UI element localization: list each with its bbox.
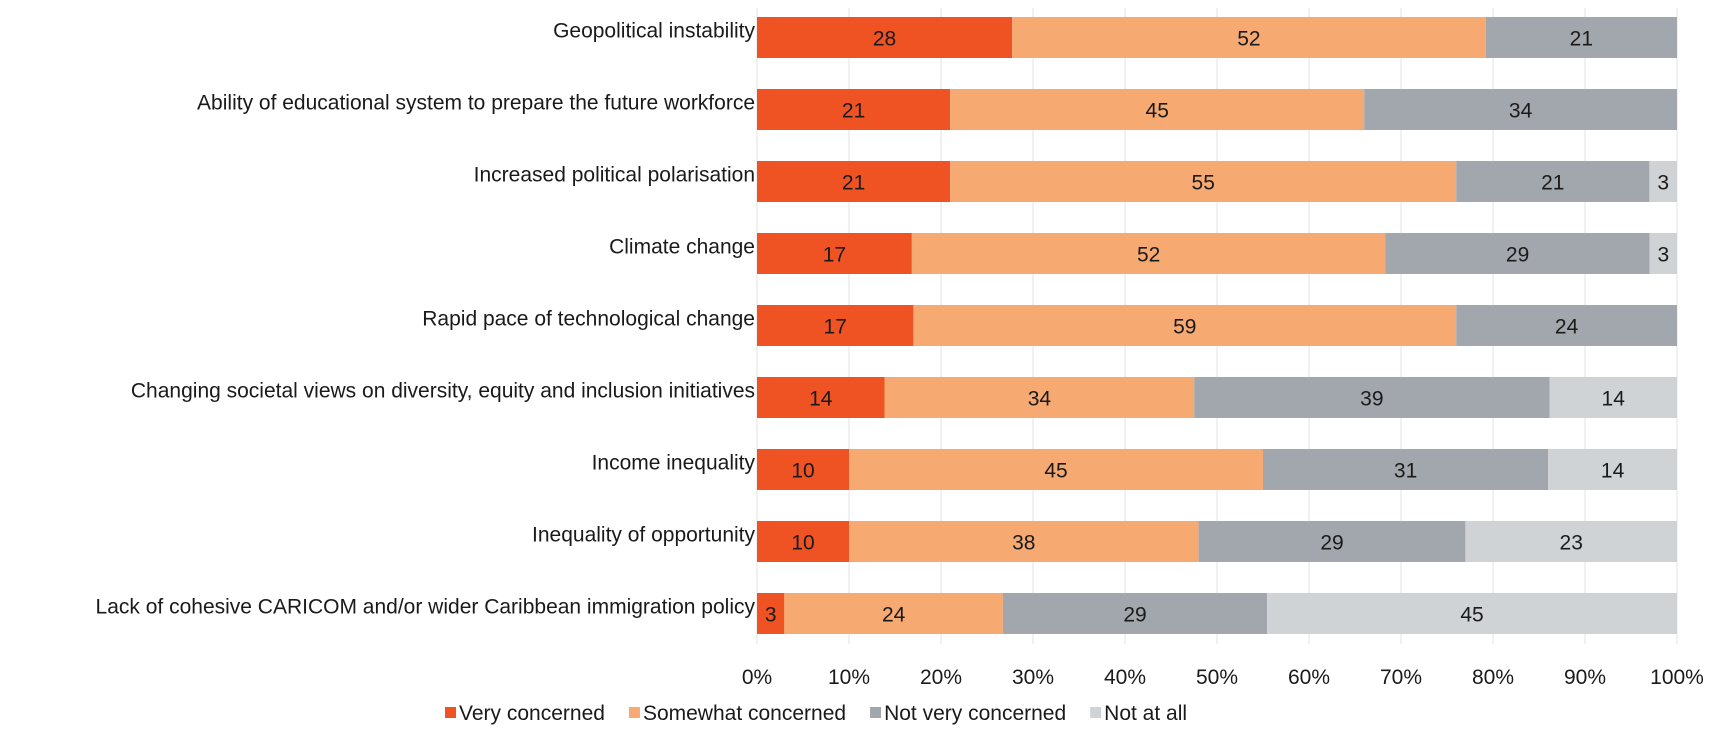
data-label: 23 xyxy=(1560,532,1583,555)
data-label: 45 xyxy=(1146,100,1169,123)
data-label: 45 xyxy=(1044,460,1067,483)
bar-segment xyxy=(1267,593,1677,634)
data-label: 14 xyxy=(809,388,833,411)
data-label: 39 xyxy=(1360,388,1383,411)
x-tick-label: 40% xyxy=(1104,666,1146,689)
category-label: Climate change xyxy=(609,236,755,259)
bar-segment xyxy=(757,521,849,562)
data-label: 3 xyxy=(1657,172,1669,195)
x-tick-label: 50% xyxy=(1196,666,1238,689)
data-label: 14 xyxy=(1601,460,1625,483)
x-tick-label: 90% xyxy=(1564,666,1606,689)
bar-segment xyxy=(1465,521,1677,562)
data-label: 34 xyxy=(1509,100,1533,123)
bar-segment xyxy=(757,449,849,490)
legend-swatch xyxy=(445,707,456,718)
data-label: 52 xyxy=(1137,244,1160,267)
data-label: 10 xyxy=(791,532,814,555)
legend-label: Very concerned xyxy=(459,702,605,725)
category-label: Geopolitical instability xyxy=(553,20,755,43)
bar-segment xyxy=(1194,377,1550,418)
legend-swatch xyxy=(1090,707,1102,718)
legend-swatch xyxy=(870,707,882,718)
bar-segment xyxy=(1485,17,1677,58)
bar-segment xyxy=(1012,17,1486,58)
data-label: 24 xyxy=(882,604,906,627)
x-tick-label: 0% xyxy=(742,666,772,689)
bar-segment xyxy=(1456,161,1650,202)
data-label: 21 xyxy=(1570,28,1593,51)
data-label: 21 xyxy=(1541,172,1564,195)
bar-segment xyxy=(1649,161,1677,202)
category-label: Changing societal views on diversity, eq… xyxy=(131,380,755,403)
bar-segment xyxy=(757,305,914,346)
data-label: 38 xyxy=(1012,532,1035,555)
data-label: 3 xyxy=(1657,244,1669,267)
data-label: 10 xyxy=(791,460,814,483)
bar-segment xyxy=(757,17,1013,58)
x-tick-label: 10% xyxy=(828,666,870,689)
data-label: 45 xyxy=(1460,604,1483,627)
x-tick-label: 70% xyxy=(1380,666,1422,689)
x-tick-label: 100% xyxy=(1650,666,1704,689)
category-label: Rapid pace of technological change xyxy=(422,308,755,331)
bars: 28 52 21 21 45 34 21 55 21 3 17 52 29 3 17 59 24 14 34 39 14… xyxy=(757,17,1677,634)
x-axis-ticks: 0% 10% 20% 30% 40% 50% 60% 70% 80% 90% 100% xyxy=(742,666,1704,689)
bar-segment xyxy=(1364,89,1677,130)
x-tick-label: 30% xyxy=(1012,666,1054,689)
data-label: 29 xyxy=(1123,604,1146,627)
bar-segment xyxy=(849,449,1263,490)
x-tick-label: 80% xyxy=(1472,666,1514,689)
legend-label: Not at all xyxy=(1104,702,1187,725)
bar-segment xyxy=(757,233,912,274)
category-labels: Geopolitical instability Ability of educa… xyxy=(96,20,756,619)
bar-segment xyxy=(784,593,1003,634)
bar-segment xyxy=(757,593,785,634)
bar-segment xyxy=(757,377,885,418)
bar-segment xyxy=(913,305,1457,346)
category-label: Inequality of opportunity xyxy=(532,524,755,547)
data-label: 17 xyxy=(823,244,846,267)
data-label: 24 xyxy=(1555,316,1579,339)
category-label: Ability of educational system to prepare… xyxy=(197,92,755,115)
bar-segment xyxy=(950,89,1365,130)
data-label: 52 xyxy=(1237,28,1260,51)
data-label: 31 xyxy=(1394,460,1417,483)
bar-segment xyxy=(1548,449,1677,490)
bar-segment xyxy=(1649,233,1677,274)
bar-segment xyxy=(1002,593,1268,634)
bar-segment xyxy=(849,521,1199,562)
bar-segment xyxy=(1456,305,1677,346)
legend-label: Somewhat concerned xyxy=(643,702,846,725)
data-label: 29 xyxy=(1320,532,1343,555)
bar-segment xyxy=(911,233,1386,274)
data-label: 29 xyxy=(1506,244,1529,267)
data-label: 34 xyxy=(1028,388,1052,411)
bar-segment xyxy=(1263,449,1549,490)
data-label: 21 xyxy=(842,172,865,195)
bar-segment xyxy=(757,89,951,130)
x-tick-label: 20% xyxy=(920,666,962,689)
category-label: Increased political polarisation xyxy=(474,164,755,187)
legend-swatch xyxy=(628,707,640,718)
data-label: 28 xyxy=(873,28,896,51)
data-label: 59 xyxy=(1173,316,1196,339)
legend-label: Not very concerned xyxy=(884,702,1066,725)
category-label: Lack of cohesive CARICOM and/or wider Ca… xyxy=(96,596,756,619)
data-label: 21 xyxy=(842,100,865,123)
data-label: 3 xyxy=(765,604,777,627)
bar-segment xyxy=(884,377,1195,418)
category-label: Income inequality xyxy=(592,452,756,475)
bar-segment xyxy=(1549,377,1677,418)
bar-segment xyxy=(757,161,951,202)
data-label: 55 xyxy=(1192,172,1215,195)
data-label: 14 xyxy=(1602,388,1626,411)
bar-segment xyxy=(1385,233,1650,274)
data-label: 17 xyxy=(824,316,847,339)
legend: Very concerned Somewhat concerned Not very… xyxy=(445,702,1187,725)
bar-segment xyxy=(950,161,1457,202)
x-tick-label: 60% xyxy=(1288,666,1330,689)
bar-segment xyxy=(1198,521,1466,562)
